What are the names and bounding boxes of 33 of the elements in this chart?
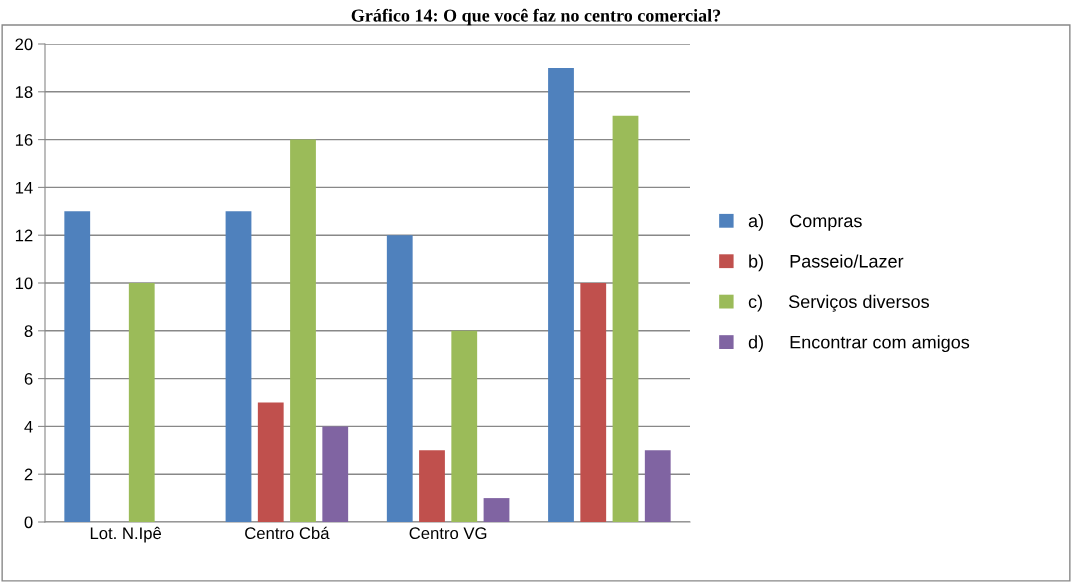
bar (612, 115, 639, 522)
y-tick-label: 4 (24, 420, 33, 433)
bar (257, 402, 284, 522)
legend-label: d) Encontrar com amigos (748, 335, 970, 353)
chart-title: Gráfico 14: O que você faz no centro comercial? (351, 8, 721, 26)
bar (580, 283, 607, 522)
bar (322, 426, 349, 522)
y-tick-label: 12 (15, 229, 33, 242)
y-tick-label: 0 (24, 516, 33, 529)
bar (290, 139, 316, 522)
legend-label: a) Compras (748, 213, 862, 231)
x-tick-label: Centro Cbá (245, 526, 330, 540)
x-tick-label: Centro VG (409, 527, 487, 540)
y-tick-label: 6 (24, 373, 33, 385)
bar (64, 211, 91, 522)
legend-label: b) Passeio/Lazer (749, 254, 904, 272)
bar (483, 498, 510, 522)
y-tick-label: 18 (15, 86, 33, 98)
bar (128, 283, 155, 522)
y-tick-label: 16 (15, 134, 33, 146)
bar (386, 235, 413, 522)
y-tick-label: 20 (15, 38, 33, 51)
y-tick-label: 10 (15, 277, 33, 290)
bar (419, 450, 445, 522)
y-tick-label: 14 (15, 181, 33, 194)
y-tick-label: 8 (24, 325, 33, 337)
x-tick-label: Lot. N.Ipê (90, 526, 162, 543)
legend-label: c) Serviços diversos (748, 294, 929, 312)
bar (644, 450, 671, 522)
bar (225, 211, 252, 522)
bar (451, 330, 478, 522)
bar (548, 67, 574, 522)
y-tick-label: 2 (24, 468, 33, 481)
